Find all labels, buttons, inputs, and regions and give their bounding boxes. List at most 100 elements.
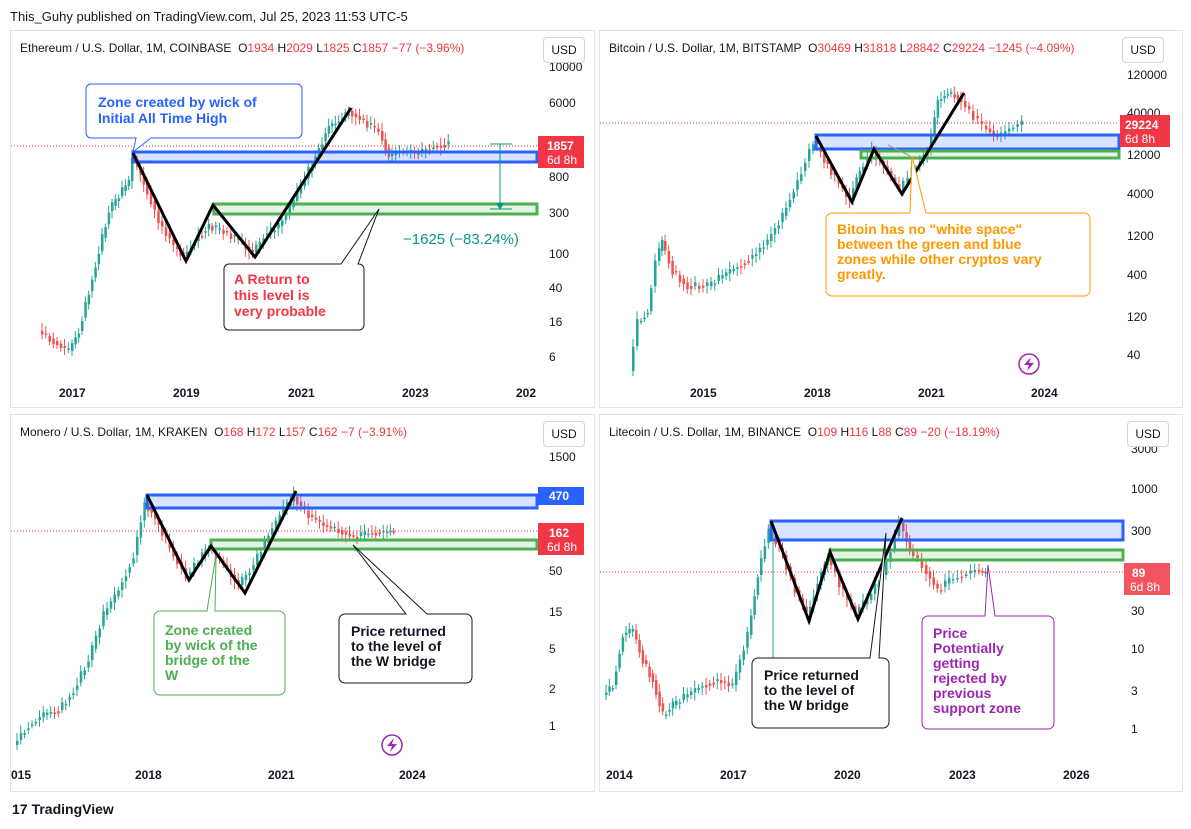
candle [767,528,770,543]
candle [758,247,762,253]
candle [897,522,901,536]
callout-box-orange [825,155,1091,297]
currency-button[interactable]: USD [1127,421,1169,447]
candle [658,691,661,707]
candle [773,228,777,235]
bolt-icon[interactable] [381,734,403,756]
candle [150,508,153,513]
ohlc-c-label: C [308,425,318,439]
candle [49,712,53,714]
candle [933,117,936,135]
candle [701,686,704,688]
candle [296,190,299,201]
candle [743,263,747,265]
callout-box-red [223,208,380,331]
candle [873,583,877,594]
candle [106,608,109,615]
candle [732,268,735,271]
candle [809,606,812,615]
tradingview-footer[interactable]: 17 TradingView [12,801,114,817]
candle [67,348,70,350]
chart-panel-litecoin[interactable]: Price returned to the level of the W bri… [599,414,1183,792]
candle [389,530,392,533]
currency-button[interactable]: USD [543,421,585,447]
candle [643,317,646,320]
candle [667,251,671,264]
candle [753,596,756,615]
svg-text:10000: 10000 [549,60,583,74]
price-tag [538,523,584,555]
candle [143,502,146,521]
candle [646,312,650,315]
currency-button[interactable]: USD [543,37,585,63]
candle [68,696,71,700]
svg-text:6: 6 [549,350,556,364]
candle [321,144,324,149]
candle [42,712,45,718]
svg-text:30: 30 [1131,604,1145,618]
candle [104,227,107,238]
candle [258,241,262,248]
candle [728,269,732,274]
chart-panel-monero[interactable]: Zone created by wick of the bridge of th… [10,414,595,792]
ohlc-high: 116 [849,425,869,439]
legend: Monero / U.S. Dollar, 1M, KRAKEN O168 H1… [20,425,407,439]
candle [121,582,124,590]
svg-text:12000: 12000 [1127,148,1161,162]
price-tag-countdown: 6d 8h [1130,580,1160,594]
ohlc-h-label: H [246,425,256,439]
svg-text:1000: 1000 [1131,482,1158,496]
candle [693,688,697,693]
candle [263,539,266,550]
svg-text:1200: 1200 [1127,229,1154,243]
candle [760,558,763,575]
legend: Ethereum / U.S. Dollar, 1M, COINBASE O19… [20,41,464,55]
candle [770,234,773,241]
y-axis: 1500 50 15 5 2 1 [549,450,576,733]
candle [369,123,373,125]
price-tag-countdown: 6d 8h [547,540,577,554]
candle [87,294,91,305]
candle [113,594,116,603]
candle [392,531,396,533]
candle [59,343,63,349]
svg-text:2020: 2020 [834,768,861,782]
candle [648,666,651,678]
candle [255,244,258,253]
candle [23,733,26,735]
currency-button[interactable]: USD [1122,37,1164,63]
price-tag [1124,563,1170,595]
chart-panel-ethereum[interactable]: −1625 (−83.24%) Zone created by wick of … [10,30,595,408]
monero-chart-canvas[interactable]: Zone created by wick of the bridge of th… [11,415,594,791]
candle [635,630,638,640]
svg-text:2019: 2019 [173,386,200,400]
litecoin-chart-canvas[interactable]: Price returned to the level of the W bri… [600,415,1182,791]
candle [905,532,908,542]
candle [101,233,104,251]
candle [611,688,615,690]
candle [356,537,359,540]
chart-panel-bitcoin[interactable]: Bitoin has no "white space" between the … [599,30,1183,408]
candle [358,116,361,120]
candle [131,157,134,181]
candle [94,267,97,278]
ohlc-l-label: L [899,41,907,55]
candle [296,497,299,505]
candle [698,286,701,289]
ohlc-high: 31818 [862,41,897,55]
candle [852,188,855,199]
candle [186,251,189,256]
ethereum-chart-canvas[interactable]: −1625 (−83.24%) Zone created by wick of … [11,31,594,407]
price-tag-value: 1857 [547,139,574,153]
symbol-title: Ethereum / U.S. Dollar, 1M, COINBASE [20,41,232,55]
candle [894,177,897,183]
bitcoin-chart-canvas[interactable]: Bitoin has no "white space" between the … [600,31,1182,407]
candle [87,661,90,668]
ohlc-c-label: C [895,425,904,439]
candle [337,121,341,123]
candle [207,223,211,230]
candle [331,123,334,126]
bolt-icon[interactable] [1018,353,1040,375]
callout-box-purple [921,564,1055,730]
ohlc-o-label: O [808,41,818,55]
